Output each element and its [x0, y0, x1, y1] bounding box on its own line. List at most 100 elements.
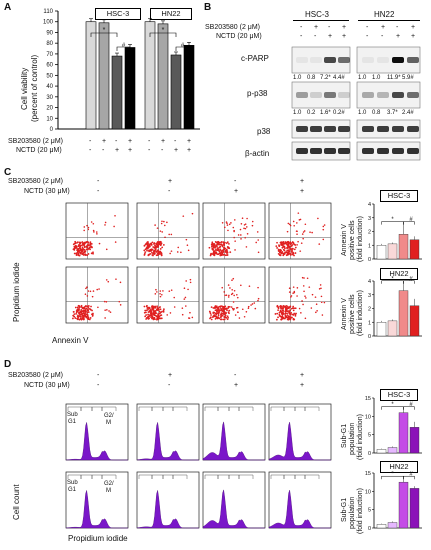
panel-c-event [291, 241, 294, 243]
panel-c-event [79, 245, 82, 247]
panel-c-event [311, 293, 314, 296]
panel-c-event [160, 311, 162, 314]
panel-c-event [90, 305, 92, 308]
panel-c-sign: - [234, 178, 237, 185]
panel-c-event [254, 307, 257, 310]
panel-b-band-cparp: c-PARP [241, 54, 269, 63]
panel-c-event [223, 310, 226, 313]
panel-d-hn22-sig-star: * [391, 472, 394, 478]
panel-a-ytick-label: 0 [50, 127, 54, 133]
panel-c-event [80, 305, 83, 308]
panel-b-pp38-quant: 2.4# [402, 110, 414, 116]
panel-a-ytick-label: 30 [46, 95, 53, 101]
panel-c-event [224, 254, 227, 257]
panel-c-event [300, 242, 303, 244]
panel-c-event [209, 254, 212, 257]
panel-a-label: A [4, 2, 12, 13]
panel-c-event [89, 241, 92, 244]
panel-c-event [239, 228, 242, 231]
panel-c-event [288, 315, 291, 318]
panel-c-event [83, 229, 85, 232]
panel-c-event [93, 231, 95, 233]
panel-c-event [151, 241, 154, 244]
panel-c-event [87, 309, 89, 312]
panel-c-event [155, 312, 158, 315]
panel-c-event [285, 307, 288, 310]
panel-c-event [86, 246, 88, 249]
panel-d-histogram [65, 490, 128, 529]
panel-c-event [160, 252, 163, 254]
panel-c-event [161, 231, 164, 233]
panel-c-event [297, 240, 299, 243]
panel-d-hn22-bar [387, 522, 398, 529]
panel-c-event [81, 253, 84, 256]
panel-c-event [210, 318, 213, 321]
panel-d-hsc3-ytick-label: 15 [365, 396, 371, 402]
panel-c-event [157, 249, 159, 252]
panel-c-event [86, 254, 89, 257]
panel-d-gate-g2m [172, 406, 188, 411]
panel-b-pp38-quant: 0.8 [372, 110, 381, 116]
panel-c-event [221, 221, 224, 224]
panel-c-event [220, 318, 223, 321]
panel-c-event [143, 252, 146, 255]
panel-c-event [215, 313, 218, 316]
panel-c-event [231, 292, 234, 295]
panel-a-sign: + [174, 147, 179, 154]
panel-c-event [291, 244, 294, 246]
panel-c-event [294, 246, 297, 249]
panel-c-event [320, 287, 322, 290]
panel-c-flow-plots [65, 202, 332, 324]
panel-c-event [229, 251, 232, 254]
panel-c-event [303, 290, 305, 293]
panel-c-event [224, 312, 227, 315]
panel-c-event [78, 308, 81, 311]
panel-c-event [152, 250, 155, 253]
panel-c-event [149, 310, 152, 313]
panel-c-event [160, 317, 163, 320]
panel-c-event [276, 247, 279, 249]
panel-a-ytick-label: 110 [43, 9, 53, 15]
panel-d-gate-label: M [106, 488, 111, 494]
panel-c-event [227, 296, 230, 298]
panel-c-event [216, 249, 219, 252]
panel-c-event [309, 231, 311, 233]
panel-c-event [182, 215, 185, 217]
panel-b-band [377, 148, 389, 154]
panel-b-band [310, 148, 322, 154]
panel-c-event [78, 315, 81, 317]
panel-c-event [161, 246, 164, 249]
panel-c-event [154, 246, 157, 249]
panel-c-event [278, 314, 281, 317]
panel-c-event [289, 309, 291, 312]
panel-c-event [233, 230, 235, 233]
panel-c-event [228, 294, 230, 297]
panel-c-event [78, 318, 81, 321]
panel-c-event [257, 286, 259, 289]
panel-c-event [288, 287, 291, 290]
panel-a-sign: - [161, 147, 164, 154]
panel-c-event [224, 308, 226, 311]
panel-d-gate-g2m [238, 406, 254, 411]
panel-c-event [144, 248, 147, 251]
panel-c-event [173, 306, 176, 308]
panel-d-sign: - [234, 372, 237, 379]
panel-c-event [286, 230, 289, 233]
panel-c-event [293, 290, 296, 293]
panel-c-event [296, 244, 298, 246]
panel-b-band [296, 126, 308, 132]
panel-c-event [293, 243, 296, 246]
panel-c-event [75, 252, 78, 255]
panel-b-pp38-quant: 1.6* [320, 110, 331, 116]
panel-c-event [288, 291, 291, 293]
panel-c-event [166, 314, 169, 316]
panel-a-ytick-label: 90 [46, 30, 53, 36]
panel-c-event [86, 224, 88, 227]
panel-c-event [145, 305, 148, 308]
panel-c-event [245, 310, 248, 313]
panel-c-event [87, 253, 90, 255]
panel-c-event [150, 242, 153, 245]
panel-d-gate-label: Sub [67, 480, 78, 486]
panel-d-histogram [268, 490, 331, 529]
panel-c-event [306, 277, 309, 280]
